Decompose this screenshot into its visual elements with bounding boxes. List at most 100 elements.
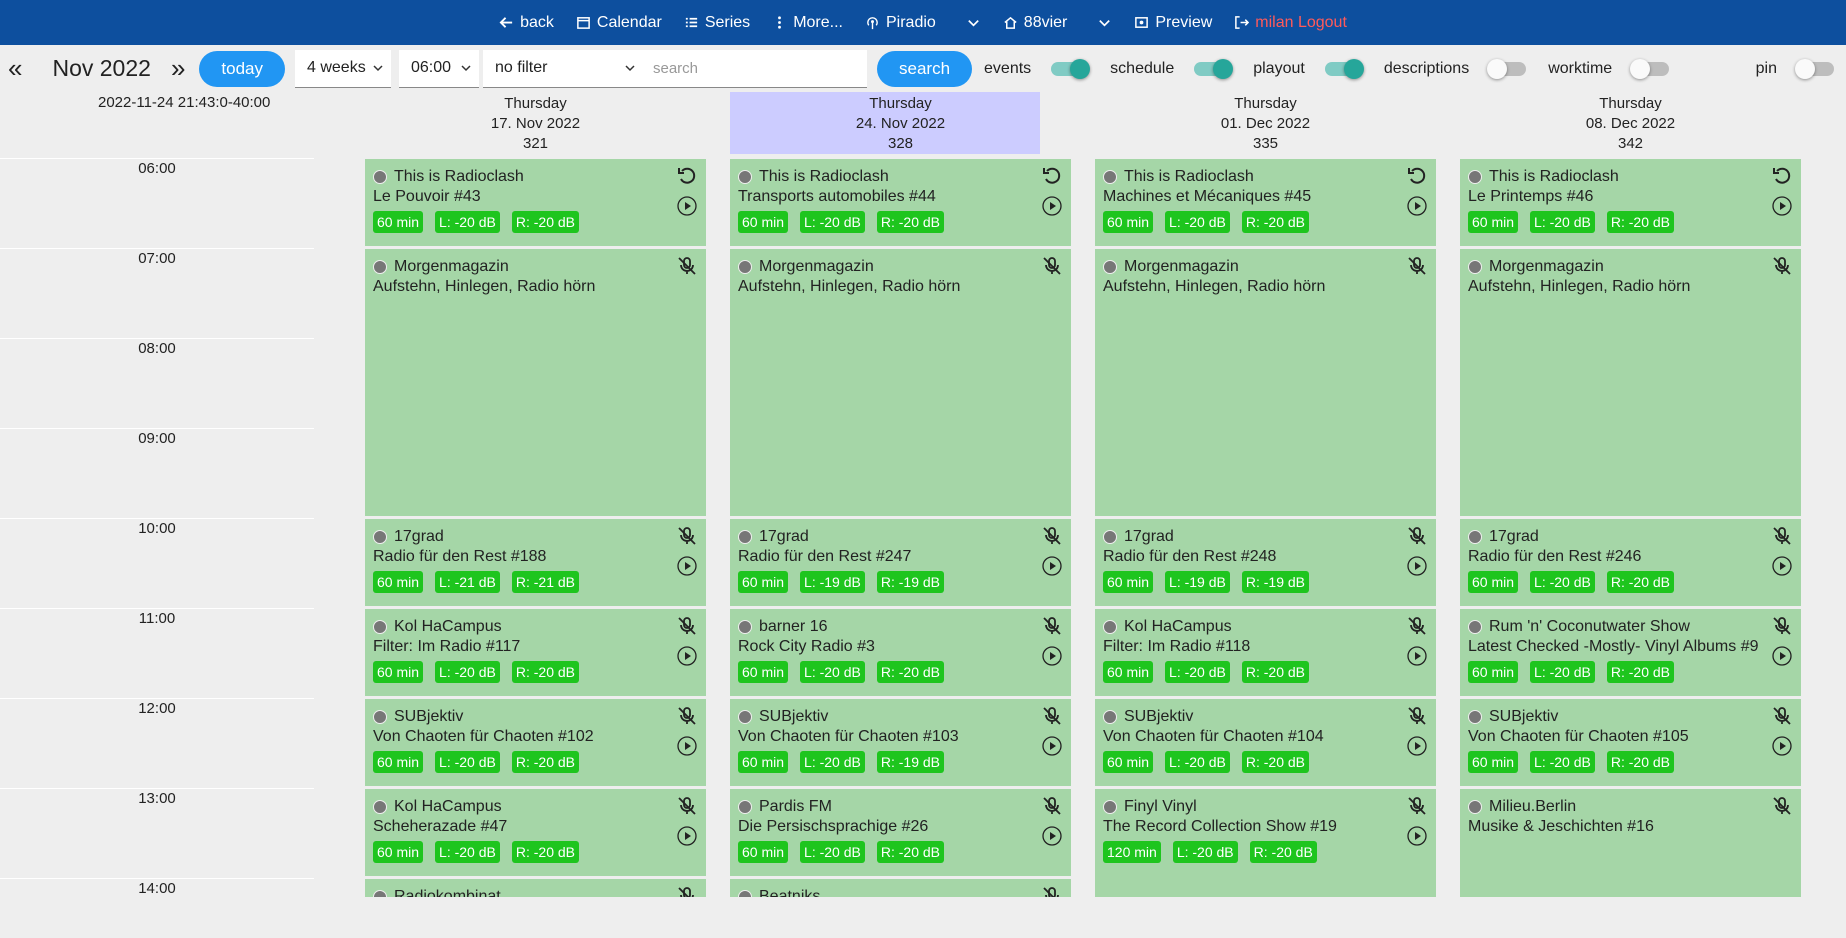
- play-button[interactable]: [1771, 195, 1793, 217]
- mic-off-icon[interactable]: [1041, 885, 1063, 897]
- play-button[interactable]: [1041, 645, 1063, 667]
- replay-icon[interactable]: [1771, 165, 1793, 187]
- play-button[interactable]: [1406, 825, 1428, 847]
- mic-off-icon[interactable]: [676, 705, 698, 727]
- event[interactable]: Kol HaCampus Filter: Im Radio #117 60 min L…: [365, 609, 706, 696]
- mic-off-icon[interactable]: [1041, 795, 1063, 817]
- replay-icon[interactable]: [1041, 165, 1063, 187]
- event[interactable]: 17grad Radio für den Rest #246 60 min L: -2…: [1460, 519, 1801, 606]
- toggle[interactable]: descriptions: [1384, 58, 1527, 79]
- play-button[interactable]: [676, 645, 698, 667]
- event[interactable]: This is Radioclash Transports automobiles…: [730, 159, 1071, 246]
- mic-off-icon[interactable]: [1771, 615, 1793, 637]
- mic-off-icon[interactable]: [1406, 795, 1428, 817]
- play-button[interactable]: [1771, 645, 1793, 667]
- event[interactable]: Milieu.Berlin Musike & Jeschichten #16: [1460, 789, 1801, 897]
- event[interactable]: Morgenmagazin Aufstehn, Hinlegen, Radio h…: [1095, 249, 1436, 516]
- event[interactable]: Morgenmagazin Aufstehn, Hinlegen, Radio h…: [1460, 249, 1801, 516]
- play-button[interactable]: [1406, 195, 1428, 217]
- event-series-row: 17grad: [738, 527, 1063, 547]
- play-button[interactable]: [1041, 555, 1063, 577]
- series-name: 17grad: [394, 528, 444, 545]
- nav-back[interactable]: back: [499, 14, 554, 32]
- play-button[interactable]: [1406, 735, 1428, 757]
- toggle[interactable]: schedule: [1110, 58, 1234, 79]
- event[interactable]: Kol HaCampus Filter: Im Radio #118 60 min L…: [1095, 609, 1436, 696]
- mic-off-icon[interactable]: [1041, 615, 1063, 637]
- mic-off-icon[interactable]: [1406, 705, 1428, 727]
- search-input[interactable]: search: [643, 49, 867, 88]
- event[interactable]: Pardis FM Die Persischsprachige #26 60 min…: [730, 789, 1071, 876]
- mic-off-icon[interactable]: [1041, 525, 1063, 547]
- play-button[interactable]: [676, 735, 698, 757]
- event[interactable]: barner 16 Rock City Radio #3 60 min L: -20 …: [730, 609, 1071, 696]
- nav-series[interactable]: Series: [684, 14, 750, 32]
- play-button[interactable]: [1406, 645, 1428, 667]
- event[interactable]: Radiokombinat: [365, 879, 706, 897]
- toggle[interactable]: events: [984, 58, 1091, 79]
- play-button[interactable]: [1041, 195, 1063, 217]
- start-select[interactable]: 06:00: [399, 49, 479, 88]
- event[interactable]: Kol HaCampus Scheherazade #47 60 min L: -20…: [365, 789, 706, 876]
- event[interactable]: SUBjektiv Von Chaoten für Chaoten #104 60 …: [1095, 699, 1436, 786]
- toggle[interactable]: worktime: [1548, 58, 1670, 79]
- mic-off-icon[interactable]: [676, 255, 698, 277]
- event[interactable]: SUBjektiv Von Chaoten für Chaoten #105 60 …: [1460, 699, 1801, 786]
- mic-off-icon[interactable]: [1771, 795, 1793, 817]
- play-button[interactable]: [676, 555, 698, 577]
- nav-calendar[interactable]: Calendar: [576, 14, 662, 32]
- mic-off-icon[interactable]: [1406, 615, 1428, 637]
- event[interactable]: Morgenmagazin Aufstehn, Hinlegen, Radio h…: [730, 249, 1071, 516]
- mic-off-icon[interactable]: [676, 795, 698, 817]
- mic-off-icon[interactable]: [1406, 525, 1428, 547]
- mic-off-icon[interactable]: [676, 525, 698, 547]
- toggle[interactable]: playout: [1253, 58, 1364, 79]
- event[interactable]: SUBjektiv Von Chaoten für Chaoten #102 60 …: [365, 699, 706, 786]
- play-button[interactable]: [676, 825, 698, 847]
- event[interactable]: This is Radioclash Le Pouvoir #43 60 min L:…: [365, 159, 706, 246]
- toggle[interactable]: pin: [1756, 58, 1834, 79]
- mic-off-icon[interactable]: [1771, 525, 1793, 547]
- mic-off-icon[interactable]: [676, 885, 698, 897]
- range-select[interactable]: 4 weeks: [295, 49, 391, 88]
- play-button[interactable]: [1406, 555, 1428, 577]
- mic-off-icon[interactable]: [1771, 705, 1793, 727]
- event[interactable]: 17grad Radio für den Rest #188 60 min L: -2…: [365, 519, 706, 606]
- filter-select[interactable]: no filter: [483, 49, 643, 88]
- mic-off-icon[interactable]: [676, 615, 698, 637]
- event[interactable]: This is Radioclash Le Printemps #46 60 min…: [1460, 159, 1801, 246]
- event[interactable]: This is Radioclash Machines et Mécaniques…: [1095, 159, 1436, 246]
- search-button[interactable]: search: [877, 50, 973, 87]
- play-button[interactable]: [1041, 735, 1063, 757]
- next-button[interactable]: »: [170, 53, 186, 83]
- event-series-row: Kol HaCampus: [1103, 617, 1428, 637]
- series-icon: [738, 620, 752, 634]
- replay-icon[interactable]: [676, 165, 698, 187]
- mic-off-icon[interactable]: [1771, 255, 1793, 277]
- event[interactable]: Beatniks: [730, 879, 1071, 897]
- play-button[interactable]: [1771, 735, 1793, 757]
- play-button[interactable]: [1041, 825, 1063, 847]
- prev-button[interactable]: «: [8, 53, 23, 83]
- nav-logout[interactable]: milan Logout: [1234, 14, 1347, 32]
- nav-project[interactable]: 88vier: [1003, 14, 1113, 32]
- badge: L: -20 dB: [435, 211, 500, 233]
- today-button[interactable]: today: [199, 50, 285, 87]
- event[interactable]: Rum 'n' Coconutwater Show Latest Checked …: [1460, 609, 1801, 696]
- badge: 120 min: [1103, 841, 1161, 863]
- event[interactable]: 17grad Radio für den Rest #247 60 min L: -1…: [730, 519, 1071, 606]
- nav-more[interactable]: More...: [772, 14, 843, 32]
- mic-off-icon[interactable]: [1041, 705, 1063, 727]
- play-button[interactable]: [676, 195, 698, 217]
- mic-off-icon[interactable]: [1406, 255, 1428, 277]
- event[interactable]: 17grad Radio für den Rest #248 60 min L: -1…: [1095, 519, 1436, 606]
- play-button[interactable]: [1771, 555, 1793, 577]
- event[interactable]: Morgenmagazin Aufstehn, Hinlegen, Radio h…: [365, 249, 706, 516]
- toggle-knob: [1630, 58, 1651, 79]
- nav-preview[interactable]: Preview: [1134, 14, 1212, 32]
- event[interactable]: SUBjektiv Von Chaoten für Chaoten #103 60 …: [730, 699, 1071, 786]
- mic-off-icon[interactable]: [1041, 255, 1063, 277]
- event[interactable]: Finyl Vinyl The Record Collection Show #1…: [1095, 789, 1436, 897]
- nav-studio[interactable]: Piradio: [865, 14, 981, 32]
- replay-icon[interactable]: [1406, 165, 1428, 187]
